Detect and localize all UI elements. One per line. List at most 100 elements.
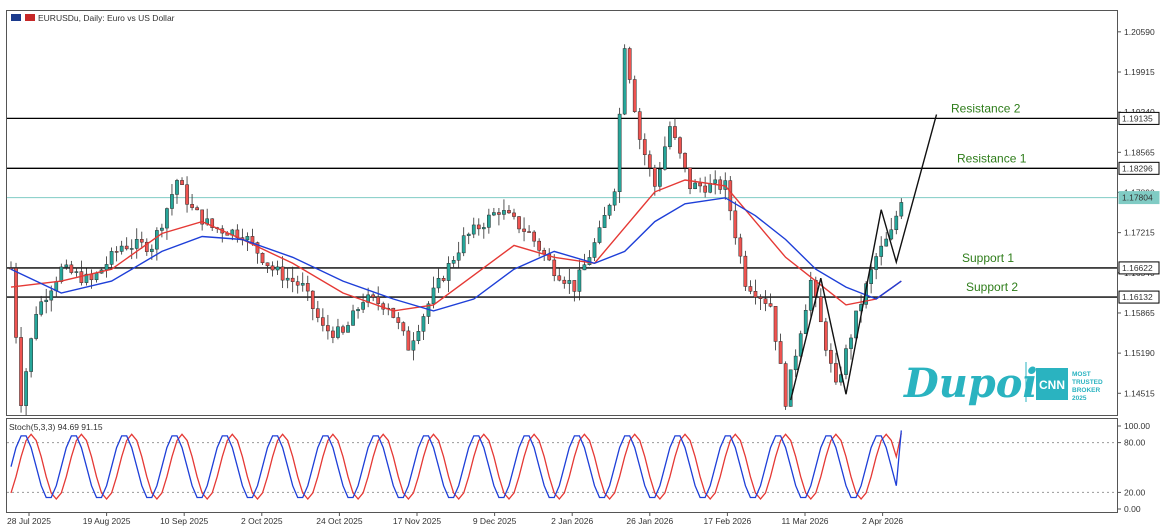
candle-body: [743, 255, 748, 287]
candle-body: [834, 363, 838, 383]
candle-body: [597, 227, 602, 243]
level-label: Resistance 2: [951, 101, 1021, 115]
candle-body: [632, 79, 637, 112]
candle-body: [577, 269, 582, 292]
level-label: Resistance 1: [957, 151, 1027, 165]
candle-body: [647, 154, 652, 169]
candle-body: [371, 294, 376, 298]
candle-body: [582, 264, 587, 271]
candle-body: [763, 298, 768, 304]
candle-body: [34, 314, 38, 339]
candle-body: [481, 227, 486, 230]
cnn-badge-text: CNN: [1039, 378, 1065, 392]
candle-body: [295, 281, 300, 286]
candle-body: [874, 256, 879, 270]
candle-body: [185, 184, 189, 205]
broker-logo: Dupoin CNN MOST TRUSTED BROKER 2025: [903, 360, 1103, 407]
candle-body: [627, 48, 632, 80]
price-pane-frame: [6, 10, 1118, 416]
candle-body: [275, 266, 280, 271]
candle-body: [517, 216, 521, 230]
candle-body: [351, 310, 355, 326]
candle-body: [114, 251, 119, 253]
candle-body: [824, 321, 828, 351]
candle-body: [642, 139, 647, 155]
candle-body: [703, 185, 707, 193]
candle-body: [69, 264, 74, 273]
logo-tagline-3: BROKER: [1072, 387, 1100, 394]
candle-body: [607, 204, 612, 216]
pattern-projection: [790, 114, 938, 401]
candle-body: [487, 214, 491, 228]
candle-body: [195, 207, 199, 211]
candle-body: [713, 179, 718, 184]
candle-body: [326, 325, 330, 332]
price-tick-label: 1.18565: [1124, 147, 1155, 157]
candle-body: [59, 266, 64, 282]
candle-body: [134, 239, 139, 249]
candles-toggle-icon[interactable]: [25, 14, 35, 21]
candle-body: [497, 212, 501, 215]
date-tick-label: 26 Jan 2026: [626, 516, 673, 526]
candle-body: [808, 280, 813, 311]
level-price-tag-label: 1.19135: [1122, 113, 1153, 123]
candle-body: [829, 349, 833, 364]
candle-body: [617, 113, 622, 192]
candle-body: [245, 236, 250, 241]
stoch-tick-label: 80.00: [1124, 438, 1146, 448]
candle-body: [24, 371, 28, 406]
level-price-tag: [1118, 261, 1160, 275]
candle-body: [693, 182, 697, 190]
stoch-tick-label: 100.00: [1124, 421, 1150, 431]
candle-body: [305, 283, 310, 292]
stochastic-pane-frame: [6, 418, 1118, 513]
candle-body: [331, 330, 335, 338]
candle-body: [336, 326, 340, 338]
level-labels: Resistance 2 Resistance 1 Support 1 Support…: [951, 101, 1027, 294]
candle-body: [321, 317, 325, 326]
level-price-tag-label: 1.16132: [1122, 292, 1153, 302]
date-tick-label: 2 Jan 2026: [551, 516, 593, 526]
candle-body: [49, 290, 54, 301]
date-tick-label: 24 Oct 2025: [316, 516, 363, 526]
candle-body: [376, 296, 381, 304]
bars-toggle-icon[interactable]: [11, 14, 21, 21]
candle-body: [175, 180, 179, 195]
date-tick-label: 17 Nov 2025: [393, 516, 441, 526]
candle-body: [728, 180, 733, 212]
candle-body: [446, 263, 451, 281]
candle-body: [889, 229, 894, 240]
price-axis: 1.205901.199151.192401.185651.178901.172…: [1117, 27, 1155, 398]
date-tick-label: 19 Aug 2025: [83, 516, 131, 526]
candle-body: [144, 241, 149, 252]
candle-body: [753, 290, 758, 298]
level-price-tag: [1118, 191, 1160, 205]
candle-body: [552, 259, 557, 277]
candle-body: [466, 233, 471, 236]
candle-body: [170, 194, 174, 209]
candle-body: [522, 228, 526, 232]
candle-body: [84, 273, 89, 283]
candle-body: [602, 215, 607, 228]
candle-body: [688, 167, 692, 190]
candle-body: [441, 278, 446, 281]
price-tick-label: 1.19915: [1124, 67, 1155, 77]
candle-body: [652, 167, 657, 187]
candle-body: [421, 316, 426, 332]
candle-body: [456, 252, 461, 261]
date-tick-label: 9 Dec 2025: [473, 516, 517, 526]
candle-body: [29, 338, 33, 372]
candle-body: [567, 280, 572, 284]
level-price-tag: [1118, 290, 1160, 304]
candle-body: [109, 251, 114, 265]
candle-body: [39, 301, 44, 315]
date-axis: 28 Jul 2025 19 Aug 2025 10 Sep 2025 2 Oct 2…: [7, 512, 903, 526]
candle-body: [818, 296, 823, 323]
candle-body: [658, 169, 662, 187]
candle-body: [250, 236, 255, 243]
candle-body: [562, 279, 567, 284]
candle-body: [622, 48, 627, 115]
candle-body: [155, 230, 159, 250]
candle-body: [341, 326, 345, 333]
